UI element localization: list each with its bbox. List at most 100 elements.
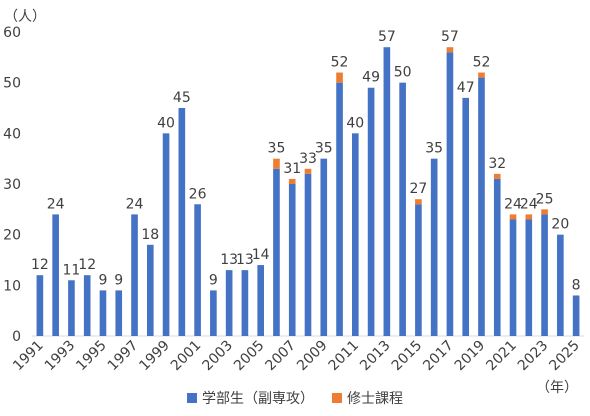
data-label: 9	[209, 272, 218, 288]
x-tick-label: 1999	[136, 338, 173, 375]
bar-undergrad	[399, 82, 406, 337]
data-label: 35	[425, 141, 443, 157]
bar-undergrad	[462, 97, 470, 336]
x-axis-ticks: 1991199319951997199920012003200520072009…	[10, 338, 583, 375]
legend: 学部生（副専攻） 修士課程	[0, 388, 590, 408]
bar-undergrad	[352, 133, 359, 336]
data-label: 18	[141, 227, 159, 243]
bar-undergrad	[146, 244, 154, 336]
x-tick-label: 2019	[452, 338, 489, 375]
bar-masters	[336, 72, 343, 83]
y-tick-label: 60	[3, 25, 21, 41]
bar-undergrad	[541, 214, 548, 336]
bar-masters	[541, 209, 548, 215]
bar-undergrad	[383, 47, 391, 336]
x-unit-label: （年）	[536, 380, 578, 396]
bar-undergrad	[430, 158, 438, 336]
x-tick-label: 1995	[73, 338, 110, 375]
data-label: 13	[220, 252, 238, 268]
bar-undergrad	[446, 52, 454, 337]
data-label: 31	[283, 161, 301, 177]
bar-undergrad	[336, 82, 343, 337]
bar-masters	[493, 173, 501, 179]
data-label: 33	[299, 151, 317, 167]
bar-undergrad	[68, 280, 75, 336]
y-unit-label: （人）	[4, 9, 46, 25]
bar-undergrad	[273, 168, 280, 336]
x-tick-label: 1993	[42, 338, 79, 375]
x-tick-label: 2003	[199, 338, 236, 375]
data-label: 24	[504, 196, 522, 212]
bar-undergrad	[257, 265, 264, 336]
bar-undergrad	[225, 270, 233, 336]
bar-undergrad	[83, 275, 91, 336]
data-label: 57	[441, 29, 459, 45]
bar-masters	[509, 214, 517, 220]
x-tick-label: 2017	[420, 338, 457, 375]
legend-swatch-masters	[332, 393, 342, 403]
data-label: 24	[520, 196, 538, 212]
data-label: 9	[99, 272, 108, 288]
x-tick-label: 2023	[515, 338, 552, 375]
bar-undergrad	[115, 290, 123, 336]
data-label: 35	[268, 141, 286, 157]
data-label: 24	[47, 196, 65, 212]
y-tick-label: 20	[3, 228, 21, 244]
legend-swatch-undergrad	[187, 393, 197, 403]
bar-undergrad	[241, 270, 249, 336]
x-tick-label: 2001	[168, 338, 205, 375]
bar-undergrad	[178, 108, 186, 336]
data-label: 49	[362, 70, 380, 86]
y-axis-ticks: 0 10 20 30 40 50 60	[3, 25, 21, 345]
x-tick-label: 2005	[231, 338, 268, 375]
x-tick-label: 2015	[389, 338, 426, 375]
bar-undergrad	[557, 234, 564, 336]
bar-undergrad	[131, 214, 138, 336]
y-tick-label: 10	[3, 278, 21, 294]
data-label: 57	[378, 29, 396, 45]
bar-masters	[446, 47, 454, 53]
bar-masters	[415, 199, 422, 205]
data-label: 52	[331, 55, 349, 71]
x-tick-label: 2021	[483, 338, 520, 375]
bar-undergrad	[415, 204, 422, 336]
y-tick-label: 30	[3, 177, 21, 193]
data-label: 20	[551, 217, 569, 233]
bar-undergrad	[478, 77, 485, 336]
x-tick-label: 2011	[326, 338, 363, 375]
x-tick-label: 2007	[263, 338, 300, 375]
data-label: 40	[157, 115, 175, 131]
data-label: 40	[346, 115, 364, 131]
bar-masters	[304, 168, 312, 174]
data-label: 24	[126, 196, 144, 212]
legend-label-masters: 修士課程	[347, 391, 403, 407]
data-label: 25	[536, 191, 554, 207]
bar-undergrad	[162, 133, 170, 336]
data-label: 45	[173, 90, 191, 106]
legend-item-masters: 修士課程	[332, 388, 403, 408]
bar-undergrad	[288, 184, 296, 336]
y-tick-label: 50	[3, 76, 21, 92]
bar-undergrad	[304, 173, 312, 336]
bar-undergrad	[194, 204, 201, 336]
data-label: 9	[114, 272, 123, 288]
data-label: 27	[409, 181, 427, 197]
data-label: 14	[252, 247, 270, 263]
x-tick-label: 1997	[105, 338, 142, 375]
legend-label-undergrad: 学部生（副専攻）	[202, 391, 314, 407]
data-label: 50	[394, 65, 412, 81]
bar-undergrad	[525, 219, 533, 336]
bar-masters	[273, 158, 280, 169]
bar-masters	[525, 214, 533, 220]
y-tick-label: 40	[3, 126, 21, 142]
bar-undergrad	[367, 87, 375, 336]
bar-undergrad	[493, 178, 501, 336]
data-label: 47	[457, 80, 475, 96]
bars-group	[36, 47, 580, 337]
x-tick-label: 2009	[294, 338, 331, 375]
data-label: 26	[189, 186, 207, 202]
data-label: 35	[315, 141, 333, 157]
data-label: 52	[473, 55, 491, 71]
data-label: 32	[488, 156, 506, 172]
